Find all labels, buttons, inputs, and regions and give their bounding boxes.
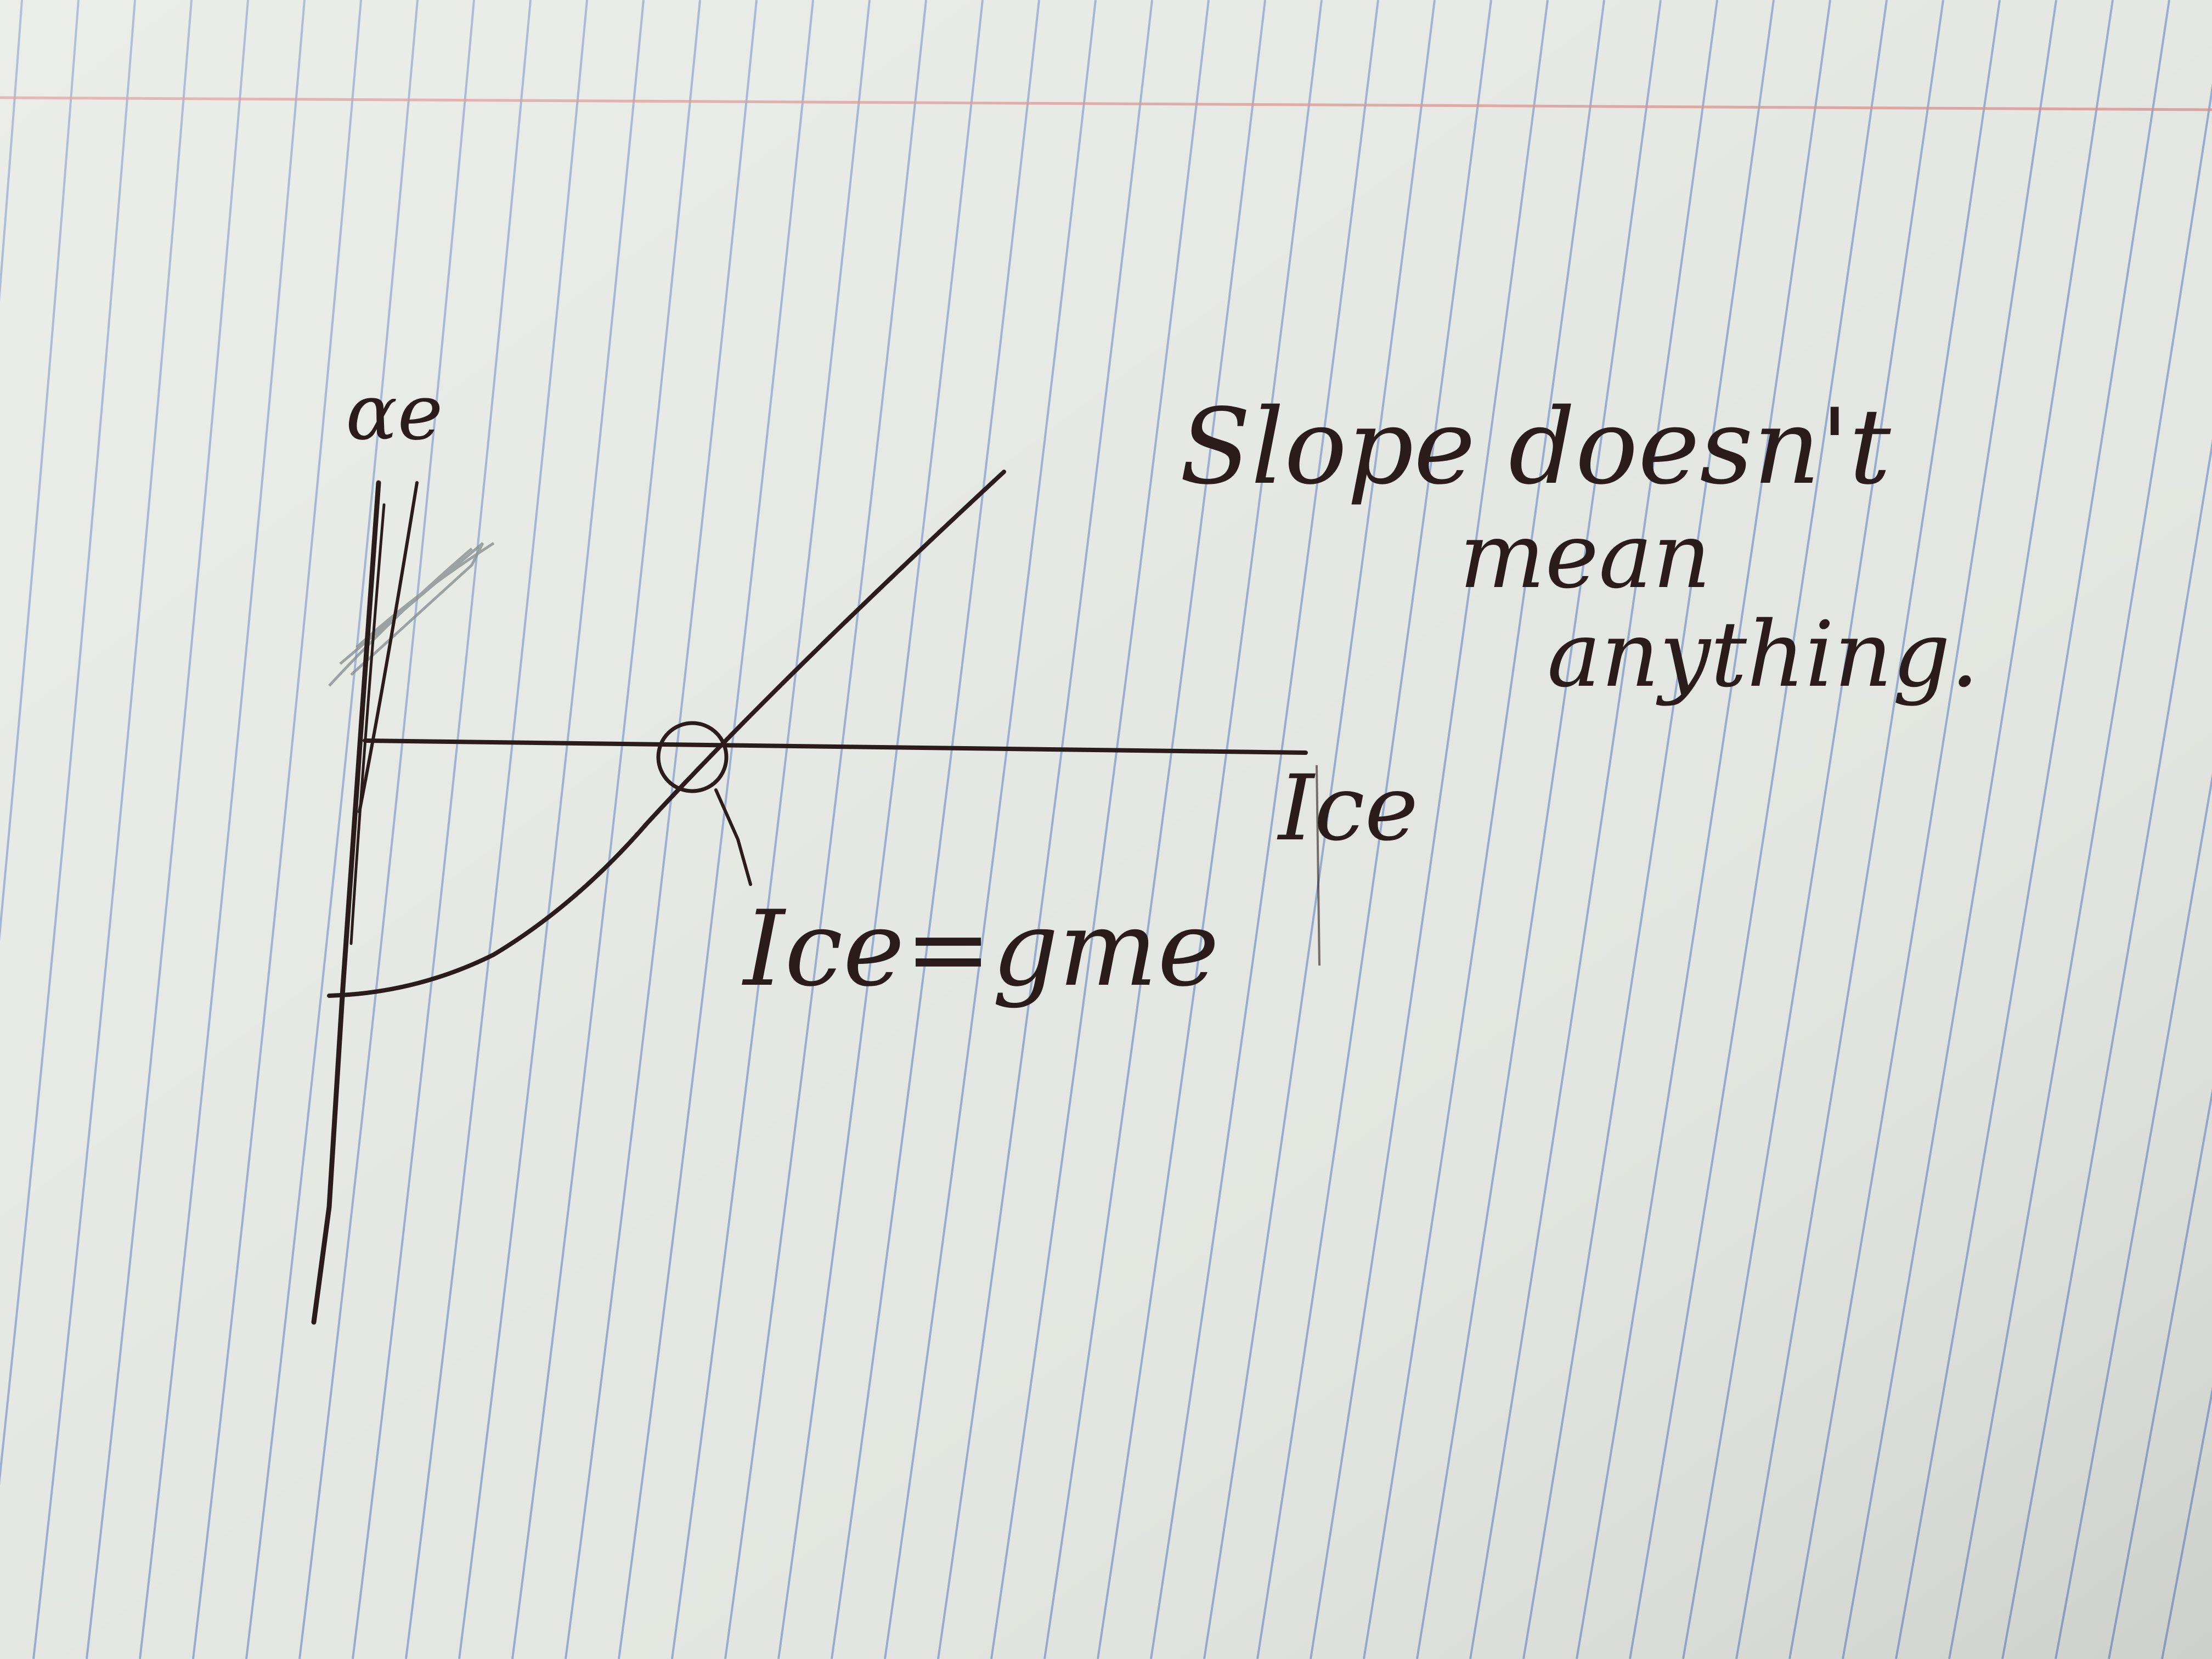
x-axis-tick [1316, 765, 1321, 966]
alpha-curve [327, 470, 1006, 998]
x-axis-label: Ice [1277, 755, 1418, 861]
x-axis [363, 738, 1308, 755]
note-line: Slope doesn't [1180, 386, 1891, 507]
annotation-note: Slope doesn't mean anything. [1180, 386, 1979, 707]
note-line: mean [1459, 503, 1711, 608]
note-line: anything. [1547, 602, 1979, 707]
intersection-label: Ice=gme [742, 888, 1219, 1009]
leader-line [714, 788, 752, 886]
y-axis-label: αe [346, 368, 443, 458]
intersection-circle [656, 721, 729, 793]
y-axis [311, 480, 419, 1325]
